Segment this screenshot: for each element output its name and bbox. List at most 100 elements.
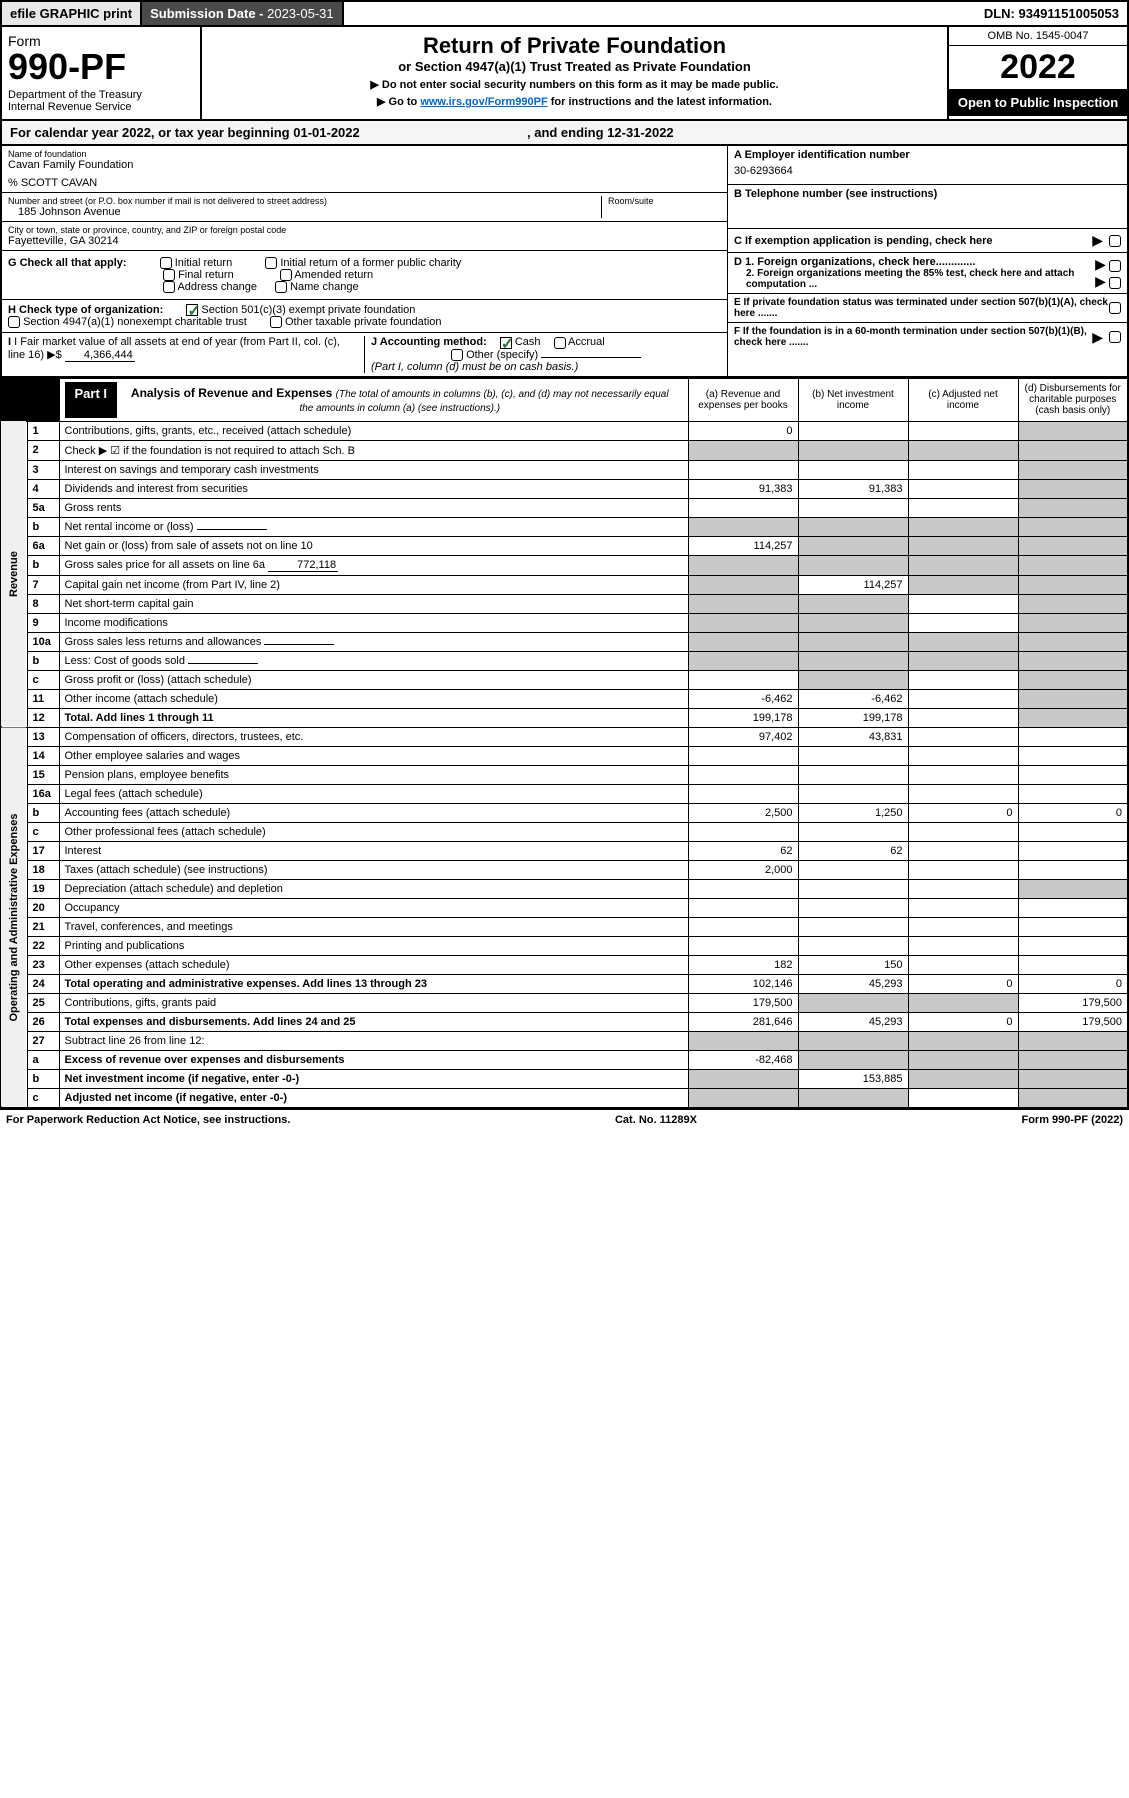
line-description: Income modifications (59, 613, 688, 632)
table-row: 18Taxes (attach schedule) (see instructi… (1, 860, 1128, 879)
table-row: cAdjusted net income (if negative, enter… (1, 1088, 1128, 1108)
amount-cell: -82,468 (688, 1050, 798, 1069)
line-number: 4 (27, 479, 59, 498)
table-row: 14Other employee salaries and wages (1, 746, 1128, 765)
amount-cell (798, 746, 908, 765)
amount-cell (1018, 613, 1128, 632)
foreign-org-checkbox[interactable] (1109, 260, 1121, 272)
part1-label: Part I (65, 382, 118, 418)
line-description: Other professional fees (attach schedule… (59, 822, 688, 841)
amount-cell (798, 822, 908, 841)
amount-cell (1018, 1088, 1128, 1108)
line-description: Total. Add lines 1 through 11 (59, 708, 688, 727)
amount-cell (688, 879, 798, 898)
foreign-85-checkbox[interactable] (1109, 277, 1121, 289)
60-month-checkbox[interactable] (1109, 331, 1121, 343)
amount-cell: 114,257 (688, 536, 798, 555)
table-row: 4Dividends and interest from securities9… (1, 479, 1128, 498)
amount-cell (798, 860, 908, 879)
amount-cell: 1,250 (798, 803, 908, 822)
table-row: bGross sales price for all assets on lin… (1, 555, 1128, 575)
amount-cell (688, 670, 798, 689)
line-description: Total expenses and disbursements. Add li… (59, 1012, 688, 1031)
amount-cell (908, 822, 1018, 841)
amount-cell (1018, 822, 1128, 841)
city-state-zip: Fayetteville, GA 30214 (8, 235, 721, 247)
amount-cell: -6,462 (688, 689, 798, 708)
amount-cell (688, 1088, 798, 1108)
initial-former-checkbox[interactable] (265, 257, 277, 269)
amended-return-checkbox[interactable] (280, 269, 292, 281)
amount-cell (908, 594, 1018, 613)
form-subtitle: or Section 4947(a)(1) Trust Treated as P… (210, 59, 939, 74)
line-number: b (27, 517, 59, 536)
line-description: Total operating and administrative expen… (59, 974, 688, 993)
amount-cell (908, 936, 1018, 955)
other-method-checkbox[interactable] (451, 349, 463, 361)
page-footer: For Paperwork Reduction Act Notice, see … (0, 1109, 1129, 1130)
header-right: OMB No. 1545-0047 2022 Open to Public In… (947, 27, 1127, 119)
amount-cell: 114,257 (798, 575, 908, 594)
amount-cell (1018, 917, 1128, 936)
accrual-checkbox[interactable] (554, 337, 566, 349)
line-description: Net gain or (loss) from sale of assets n… (59, 536, 688, 555)
amount-cell (908, 536, 1018, 555)
amount-cell (1018, 765, 1128, 784)
line-description: Check ▶ ☑ if the foundation is not requi… (59, 440, 688, 460)
table-row: 7Capital gain net income (from Part IV, … (1, 575, 1128, 594)
line-number: 17 (27, 841, 59, 860)
final-return-checkbox[interactable] (163, 269, 175, 281)
line-number: 10a (27, 632, 59, 651)
amount-cell (798, 632, 908, 651)
amount-cell (1018, 1050, 1128, 1069)
501c3-checkbox[interactable] (186, 304, 198, 316)
table-row: bNet investment income (if negative, ent… (1, 1069, 1128, 1088)
amount-cell: 0 (1018, 803, 1128, 822)
line-description: Accounting fees (attach schedule) (59, 803, 688, 822)
amount-cell (908, 479, 1018, 498)
amount-cell (908, 1050, 1018, 1069)
line-i-j: I I Fair market value of all assets at e… (2, 333, 727, 375)
exemption-pending-checkbox[interactable] (1109, 235, 1121, 247)
amount-cell (908, 1031, 1018, 1050)
efile-print-button[interactable]: efile GRAPHIC print (2, 2, 142, 25)
initial-return-checkbox[interactable] (160, 257, 172, 269)
amount-cell (1018, 421, 1128, 440)
name-change-checkbox[interactable] (275, 281, 287, 293)
line-description: Net short-term capital gain (59, 594, 688, 613)
line-number: 1 (27, 421, 59, 440)
amount-cell (908, 727, 1018, 746)
line-number: 21 (27, 917, 59, 936)
line-number: 13 (27, 727, 59, 746)
line-number: c (27, 670, 59, 689)
irs-link[interactable]: www.irs.gov/Form990PF (420, 96, 547, 108)
line-number: 7 (27, 575, 59, 594)
status-terminated-checkbox[interactable] (1109, 302, 1121, 314)
amount-cell (798, 440, 908, 460)
table-row: 17Interest6262 (1, 841, 1128, 860)
line-number: 24 (27, 974, 59, 993)
line-number: b (27, 803, 59, 822)
amount-cell (688, 1031, 798, 1050)
amount-cell: 0 (1018, 974, 1128, 993)
amount-cell: 62 (688, 841, 798, 860)
line-description: Other income (attach schedule) (59, 689, 688, 708)
amount-cell (908, 708, 1018, 727)
line-d1-label: D 1. Foreign organizations, check here..… (734, 256, 975, 268)
amount-cell (908, 613, 1018, 632)
cash-checkbox[interactable] (500, 337, 512, 349)
address-change-checkbox[interactable] (163, 281, 175, 293)
amount-cell (688, 498, 798, 517)
table-row: 20Occupancy (1, 898, 1128, 917)
4947a1-checkbox[interactable] (8, 316, 20, 328)
other-taxable-checkbox[interactable] (270, 316, 282, 328)
amount-cell (1018, 555, 1128, 575)
line-description: Printing and publications (59, 936, 688, 955)
amount-cell (798, 784, 908, 803)
line-number: 26 (27, 1012, 59, 1031)
dln-value: 93491151005053 (1018, 6, 1119, 21)
amount-cell (1018, 498, 1128, 517)
amount-cell (1018, 479, 1128, 498)
table-row: bNet rental income or (loss) (1, 517, 1128, 536)
line-description: Pension plans, employee benefits (59, 765, 688, 784)
